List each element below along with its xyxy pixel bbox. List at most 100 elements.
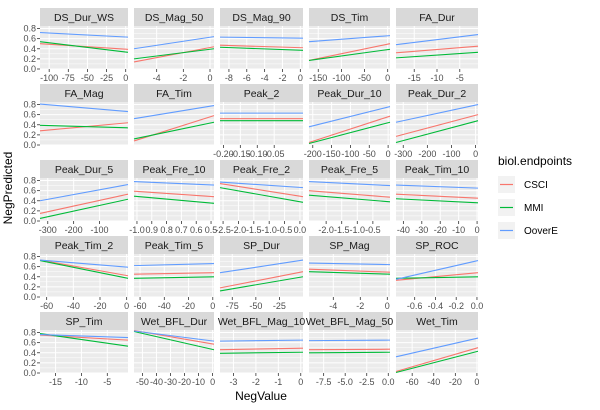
series-line-mmi [133,276,215,279]
panel-strip [134,236,214,254]
y-tick-label: 0.4 [23,44,36,54]
x-tick-label: -20 [434,225,447,235]
panel-title: SP_Tim [66,316,103,328]
x-tick-label: -40 [67,301,80,311]
x-tick-label: -60 [40,301,53,311]
series-line-csci [39,193,129,214]
x-tick-label: -40 [427,377,440,387]
series-line-csci [219,271,304,289]
x-tick-label: -10 [430,73,443,83]
series-line-oovere [219,181,304,189]
y-tick-label: 0.8 [23,24,36,34]
x-tick-label: 0 [475,225,480,235]
panel-background [309,254,390,297]
series-line-oovere [39,103,129,113]
y-tick-label: 0.4 [23,120,36,130]
series-line-oovere [133,180,215,186]
panel: FA_Dur -15 -10 -5 [395,8,479,83]
x-tick-label: -3 [229,377,237,387]
y-axis-title: NegPredicted [1,152,15,225]
series-line-mmi [219,46,304,51]
x-tick-label: -300 [394,149,412,159]
y-tick-label: 0.0 [23,140,36,150]
panel-title: FA_Tim [156,88,192,100]
x-tick-label: 0 [386,149,391,159]
panel-background [40,102,128,145]
series-line-mmi [39,198,129,220]
x-tick-label: -200 [65,225,83,235]
panel-strip [220,312,303,330]
series-line-csci [133,190,215,198]
panel: Wet_BFL_Dur -50 -40 -30 -20 -10 0 [133,312,215,387]
y-tick-label: 0.0 [23,292,36,302]
x-tick-label: 0 [210,301,215,311]
panel-background [396,254,478,297]
x-tick-label: -2 [179,73,187,83]
series-line-mmi [395,120,479,144]
series-line-csci [395,114,479,137]
panel-strip [396,160,478,178]
series-line-mmi [395,276,479,279]
x-tick-label: 0 [124,301,129,311]
y-tick-label: 0.0 [23,64,36,74]
x-tick-label: -150 [323,149,341,159]
x-tick-label: -1.0 [261,225,277,235]
x-tick-label: 0.9 [146,225,159,235]
series-line-oovere [133,36,215,50]
y-tick-label: 0.4 [23,272,36,282]
panel-title: SP_Mag [329,240,369,252]
x-tick-label: -0.20 [213,149,234,159]
panel: DS_Tim -150 -100 -50 0 [308,8,391,83]
x-tick-label: -100 [332,73,350,83]
x-tick-label: -100 [40,73,58,83]
series-line-mmi [219,187,304,203]
panel: DS_Mag_90 -8 -6 -4 -2 0 [219,8,304,83]
series-line-oovere [395,184,479,189]
panel: DS_Dur_WS 0.00.20.40.60.8 -100 -75 -50 -25 0 [23,8,128,83]
x-tick-label: -0.5 [277,225,293,235]
x-tick-label: -40 [150,377,163,387]
x-tick-label: -200 [418,149,436,159]
panel-title: Peak_Dur_5 [55,164,114,176]
legend-label: CSCI [524,180,548,191]
x-tick-label: -1 [274,377,282,387]
x-tick-label: 0 [298,73,303,83]
x-tick-label: -100 [341,149,359,159]
panel-title: Wet_BFL_Dur [141,316,208,328]
series-line-csci [133,272,215,275]
x-tick-label: 0 [473,149,478,159]
series-line-oovere [219,36,304,39]
x-tick-label: -2 [252,377,260,387]
x-tick-label: -7.5 [316,377,332,387]
x-tick-label: -60 [406,377,419,387]
x-tick-label: 0 [207,73,212,83]
x-tick-label: 0.0 [294,225,307,235]
x-tick-label: -15 [408,73,421,83]
panel-title: Wet_BFL_Mag_50 [306,316,394,328]
panel-strip [40,8,128,26]
series-line-mmi [395,350,479,374]
panel-strip [220,160,303,178]
series-line-mmi [308,48,391,61]
panel-title: Peak_Fre_10 [142,164,205,176]
x-tick-label: -10 [452,225,465,235]
panel: Wet_BFL_Mag_10 -3 -2 -1 0 [218,312,305,387]
panel: SP_Tim 0.00.20.40.60.8 -15 -10 -5 [23,312,129,387]
panel: Peak_Dur_2 -300 -200 -100 0 [394,84,479,159]
y-tick-label: 0.6 [23,110,36,120]
panel-strip [309,84,390,102]
y-tick-label: 0.4 [23,196,36,206]
panel-title: Peak_Tim_10 [405,164,470,176]
y-tick-label: 0.8 [23,100,36,110]
x-tick-label: -0.10 [247,149,268,159]
y-tick-label: 0.6 [23,34,36,44]
series-line-csci [395,347,479,373]
x-tick-label: 0 [385,301,390,311]
x-tick-label: -20 [93,301,106,311]
x-tick-label: -0.6 [407,301,423,311]
panel: Peak_2 -0.20-0.15-0.10-0.05 [213,84,303,159]
x-tick-label: -150 [309,73,327,83]
x-tick-label: -50 [358,73,371,83]
series-line-oovere [219,339,304,342]
y-tick-label: 0.8 [23,176,36,186]
